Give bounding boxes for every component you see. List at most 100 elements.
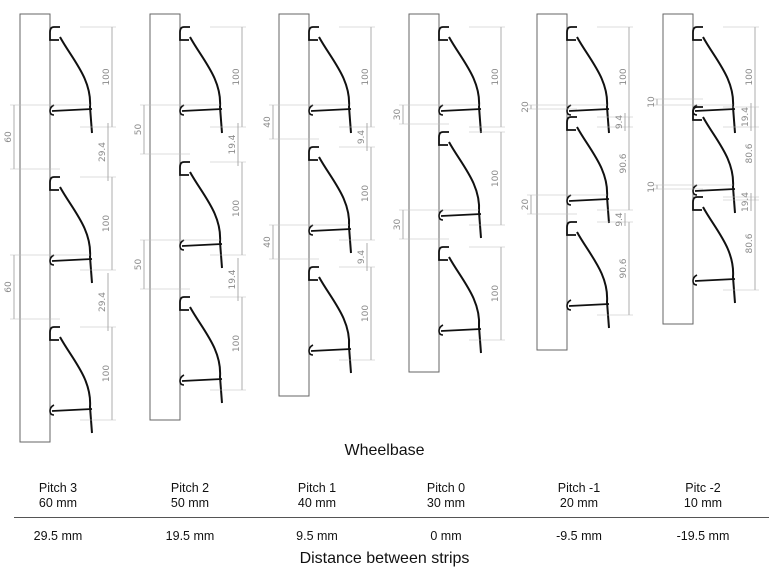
- strip-profiles-drawing: 100 100 100 60 29.4 60 29.4 100 100 100 50 19.4 50 19…: [4, 13, 759, 443]
- pitch-dimension-label: 10: [647, 181, 657, 193]
- tall-dimension-label: 100: [102, 365, 112, 382]
- pitch-dimension-label: 40: [263, 116, 273, 128]
- pitch-value: 40 mm: [297, 496, 337, 510]
- strip-hook: [179, 296, 190, 311]
- tall-dimension-label: 100: [232, 335, 242, 352]
- distance-value: 19.5 mm: [165, 529, 215, 543]
- gap-dimension-label: 29.4: [98, 292, 108, 312]
- pitch-value: 30 mm: [426, 496, 466, 510]
- strip-blade: [318, 36, 352, 134]
- strip-rail: [440, 328, 482, 332]
- strip-blade: [576, 36, 610, 134]
- strip-rail: [51, 258, 93, 262]
- gap-dimension-label: 19.4: [228, 269, 238, 289]
- strip-rail: [568, 198, 610, 202]
- tall-dimension-label: 100: [745, 68, 755, 85]
- strip-blade: [702, 36, 736, 134]
- strip-rail: [568, 303, 610, 307]
- pitch-value: 20 mm: [559, 496, 599, 510]
- strip-blade: [318, 276, 352, 374]
- pitch-dimension-label: 60: [4, 131, 14, 143]
- pitch-dimension-label: 20: [521, 199, 531, 211]
- gap-dimension-label: 9.4: [615, 212, 625, 227]
- pitch-column: Pitch 2 50 mm: [130, 481, 250, 511]
- pitch-dimension-label: 40: [263, 236, 273, 248]
- tall-dimension-label: 100: [491, 285, 501, 302]
- strip-hook: [49, 26, 60, 41]
- strip-foot: [566, 104, 572, 116]
- gap-dimension-label: 19.4: [741, 107, 751, 127]
- gap-dimension-label: 9.4: [357, 130, 367, 145]
- distance-value: -9.5 mm: [556, 529, 602, 543]
- strip-rail: [51, 408, 93, 412]
- tall-dimension-label: 100: [361, 305, 371, 322]
- table-divider: [14, 517, 769, 518]
- strip-blade: [318, 156, 352, 254]
- pitch-label: Pitch 2: [170, 481, 210, 495]
- pitch-dimension-label: 50: [134, 259, 144, 271]
- strip-blade: [59, 336, 93, 434]
- tall-dimension-label: 100: [619, 68, 629, 85]
- distance-value: 0 mm: [430, 529, 462, 543]
- tall-dimension-label: 90.6: [619, 153, 629, 173]
- strip-blade: [189, 36, 223, 134]
- strip-hook: [308, 266, 319, 281]
- strip-blade: [702, 116, 736, 214]
- tall-dimension-label: 100: [102, 215, 112, 232]
- pitch-column: Pitch 0 30 mm: [386, 481, 506, 511]
- strip-blade: [189, 171, 223, 269]
- strip-foot: [308, 224, 314, 236]
- strip-foot: [438, 209, 444, 221]
- strip-blade: [59, 186, 93, 284]
- pitch-column: Pitch 1 40 mm: [257, 481, 377, 511]
- strip-hook: [308, 26, 319, 41]
- distance-value: -19.5 mm: [676, 529, 730, 543]
- tall-dimension-label: 90.6: [619, 258, 629, 278]
- strip-hook: [49, 176, 60, 191]
- strip-hook: [308, 146, 319, 161]
- gap-dimension-label: 29.4: [98, 142, 108, 162]
- pitch-label: Pitch -1: [557, 481, 601, 495]
- strip-rail: [694, 278, 736, 282]
- strip-blade: [576, 231, 610, 329]
- strip-foot: [179, 374, 185, 386]
- strip-foot: [692, 274, 698, 286]
- strip-rail: [181, 243, 223, 247]
- strip-blade: [448, 141, 482, 239]
- gap-dimension-label: 19.4: [228, 134, 238, 154]
- strip-hook: [438, 26, 449, 41]
- strip-blade: [702, 206, 736, 304]
- strip-foot: [308, 104, 314, 116]
- strip-blade: [448, 36, 482, 134]
- back-panel: [408, 13, 440, 373]
- distance-value: 29.5 mm: [33, 529, 83, 543]
- pitch-dimension-label: 60: [4, 281, 14, 293]
- strip-rail: [694, 108, 736, 112]
- strip-blade: [59, 36, 93, 134]
- tall-dimension-label: 100: [361, 68, 371, 85]
- strip-rail: [310, 348, 352, 352]
- strip-foot: [179, 239, 185, 251]
- strip-rail: [310, 228, 352, 232]
- strip-foot: [438, 104, 444, 116]
- strip-foot: [566, 299, 572, 311]
- strip-rail: [181, 108, 223, 112]
- strip-foot: [49, 404, 55, 416]
- strip-hook: [49, 326, 60, 341]
- pitch-column: Pitch 3 60 mm: [0, 481, 118, 511]
- pitch-label: Pitc -2: [685, 481, 721, 495]
- strip-hook: [692, 106, 703, 121]
- strip-foot: [179, 104, 185, 116]
- strip-hook: [566, 26, 577, 41]
- strip-hook: [179, 161, 190, 176]
- strip-foot: [49, 254, 55, 266]
- strip-hook: [692, 196, 703, 211]
- strip-rail: [694, 188, 736, 192]
- strip-foot: [438, 324, 444, 336]
- pitch-column: Pitch -1 20 mm: [519, 481, 639, 511]
- pitch-value: 50 mm: [170, 496, 210, 510]
- pitch-value: 10 mm: [683, 496, 723, 510]
- strip-rail: [440, 213, 482, 217]
- strip-rail: [310, 108, 352, 112]
- strip-hook: [566, 221, 577, 236]
